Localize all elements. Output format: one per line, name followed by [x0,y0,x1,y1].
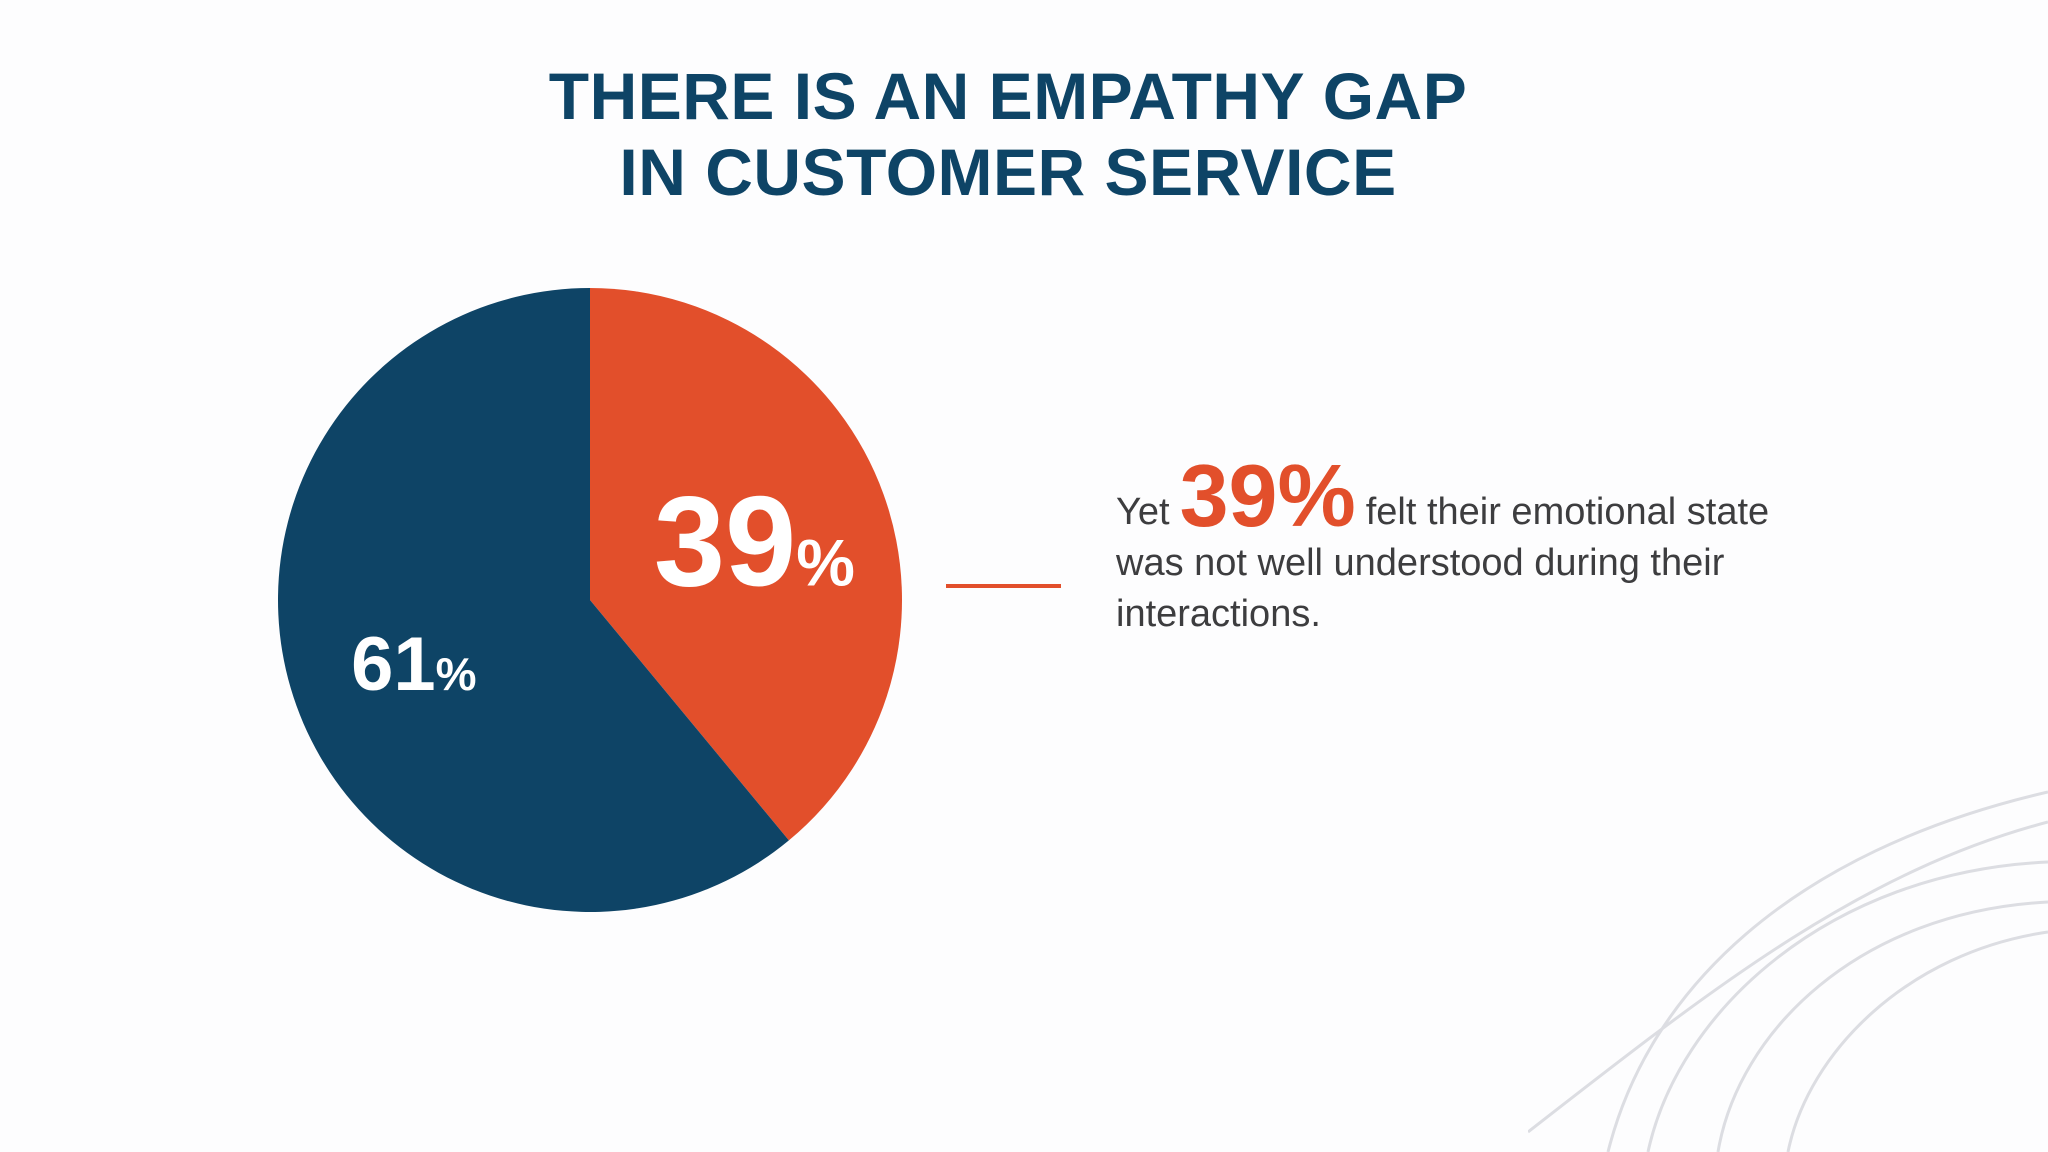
chart-title: THERE IS AN EMPATHY GAP IN CUSTOMER SERV… [0,58,2016,210]
pie-slice-39 [590,288,902,841]
callout-highlight: 39% [1179,446,1356,545]
callout-prefix: Yet [1116,491,1170,533]
callout-text: Yet 39% felt their emotional state was not… [1116,452,1816,640]
title-line-1: THERE IS AN EMPATHY GAP [548,59,1468,133]
callout-suffix: felt their emotional state was not well … [1116,491,1770,635]
pie-chart: 39% 61% [278,288,902,912]
pie-slice-61 [278,288,789,912]
pie-label-39: 39% [654,471,855,614]
callout-connector-line [946,584,1061,588]
title-line-2: IN CUSTOMER SERVICE [619,135,1397,209]
decorative-swirl-lines [1528,790,2048,1152]
pie-label-61: 61% [351,622,476,707]
